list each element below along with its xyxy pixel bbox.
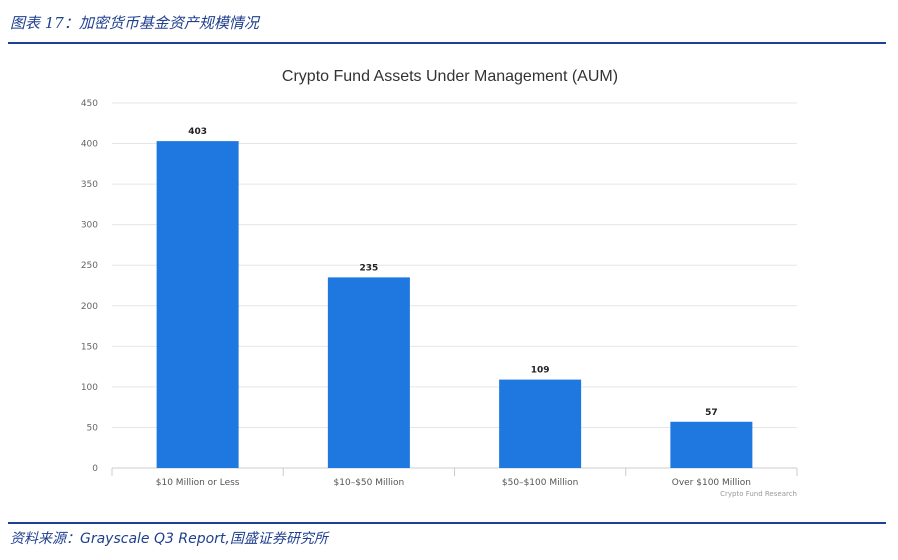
data-label: 235 <box>359 263 378 273</box>
y-tick-label: 350 <box>81 180 98 190</box>
data-label: 57 <box>705 408 718 418</box>
x-tick-label: $50–$100 Million <box>502 478 578 488</box>
x-tick-label: Over $100 Million <box>672 478 751 488</box>
chart-panel: Crypto Fund Assets Under Management (AUM… <box>60 50 840 520</box>
y-tick-label: 50 <box>87 423 99 433</box>
data-label: 403 <box>188 127 207 137</box>
y-tick-label: 450 <box>81 99 98 109</box>
source-note: 资料来源：Grayscale Q3 Report,国盛证券研究所 <box>10 528 328 548</box>
bar <box>499 379 582 468</box>
y-tick-label: 250 <box>81 261 98 271</box>
top-divider <box>8 42 886 44</box>
chart-credit: Crypto Fund Research <box>720 490 797 498</box>
source-org: 国盛证券研究所 <box>229 531 328 547</box>
bar-chart: 0 50 100 150 200 250 300 350 400 450 403 $10 Millio… <box>81 99 798 498</box>
source-prefix: 资料来源： <box>10 531 80 547</box>
y-tick-label: 200 <box>81 302 98 312</box>
data-label: 109 <box>531 366 550 376</box>
bar <box>670 421 753 468</box>
y-tick-label: 0 <box>92 464 98 474</box>
y-tick-label: 400 <box>81 140 98 150</box>
source-report: Grayscale Q3 Report, <box>80 531 230 547</box>
y-tick-label: 100 <box>81 383 98 393</box>
x-tick-label: $10–$50 Million <box>334 478 405 488</box>
chart-title: Crypto Fund Assets Under Management (AUM… <box>281 68 619 85</box>
bar <box>327 277 410 468</box>
bar <box>156 141 239 468</box>
y-tick-label: 300 <box>81 221 98 231</box>
figure-caption: 图表 17：加密货币基金资产规模情况 <box>10 14 259 32</box>
bottom-divider <box>8 522 886 524</box>
x-tick-label: $10 Million or Less <box>156 478 240 488</box>
y-tick-label: 150 <box>81 342 98 352</box>
